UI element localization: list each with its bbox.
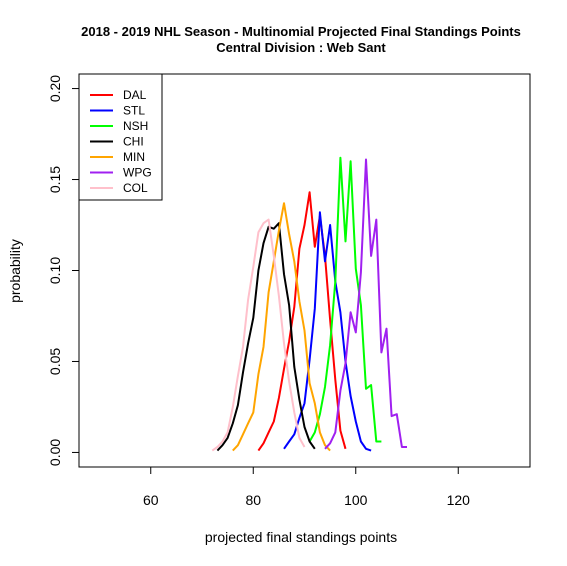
y-tick-label: 0.15 [47, 166, 63, 193]
legend-label-min: MIN [123, 150, 145, 164]
y-tick-label: 0.00 [47, 439, 63, 466]
y-tick-label: 0.05 [47, 348, 63, 375]
series-line-nsh [308, 156, 382, 443]
y-tick-label: 0.20 [47, 75, 63, 102]
x-tick-label: 60 [143, 492, 159, 508]
series-line-stl [283, 211, 372, 452]
chart-title: 2018 - 2019 NHL Season - Multinomial Pro… [81, 24, 521, 39]
series-line-chi [216, 222, 316, 452]
y-tick-label: 0.10 [47, 257, 63, 284]
legend-label-dal: DAL [123, 88, 147, 102]
series-line-wpg [324, 158, 407, 450]
series-line-col [211, 218, 306, 452]
legend-label-wpg: WPG [123, 166, 152, 180]
x-tick-label: 120 [447, 492, 471, 508]
series-layer [211, 156, 407, 452]
legend-label-chi: CHI [123, 135, 144, 149]
legend-label-col: COL [123, 181, 148, 195]
chart-subtitle: Central Division : Web Sant [216, 40, 386, 55]
legend-label-nsh: NSH [123, 119, 148, 133]
y-axis: 0.00 0.05 0.10 0.15 0.20 [47, 75, 80, 466]
x-tick-label: 80 [245, 492, 261, 508]
legend-label-stl: STL [123, 104, 145, 118]
y-axis-label: probability [7, 239, 23, 303]
series-line-min [232, 202, 331, 452]
legend-box [78, 73, 163, 201]
x-tick-label: 100 [344, 492, 368, 508]
x-axis: 60 80 100 120 [143, 466, 471, 508]
x-axis-label: projected final standings points [205, 529, 397, 545]
